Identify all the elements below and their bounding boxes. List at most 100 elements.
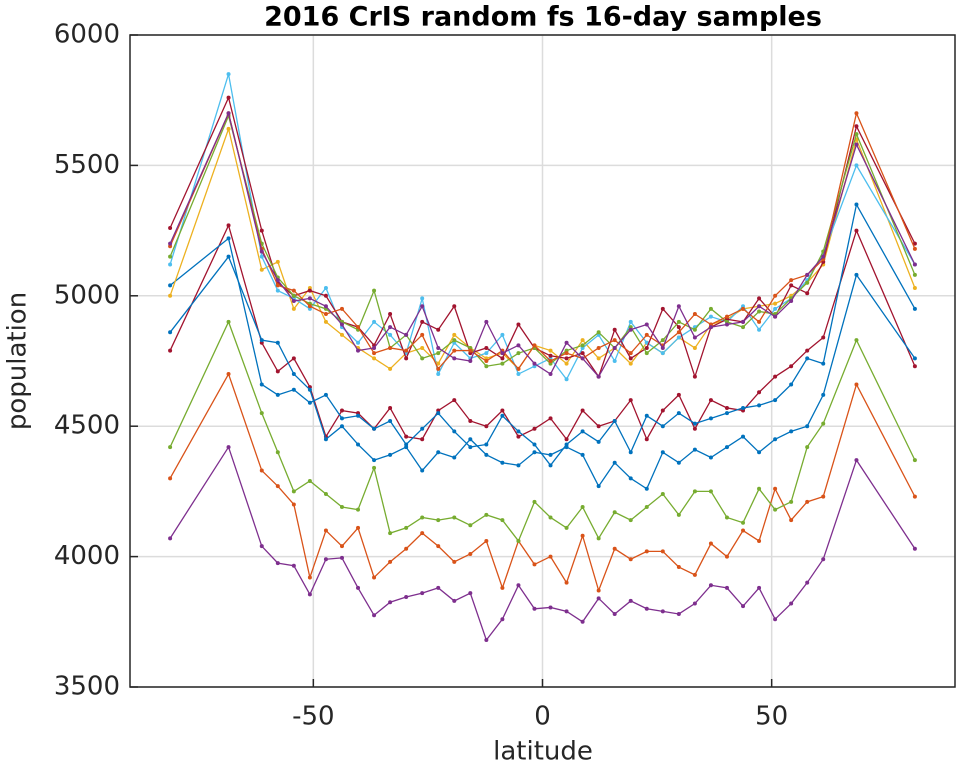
- point: [323, 437, 328, 442]
- point: [676, 565, 681, 570]
- point: [644, 351, 649, 356]
- point: [436, 585, 441, 590]
- point: [596, 374, 601, 379]
- point: [226, 319, 231, 324]
- point: [773, 507, 778, 512]
- point: [307, 592, 312, 597]
- point: [805, 499, 810, 504]
- point: [484, 512, 489, 517]
- point: [912, 458, 917, 463]
- point: [676, 392, 681, 397]
- point: [500, 518, 505, 523]
- point: [741, 405, 746, 410]
- point: [789, 299, 794, 304]
- point: [805, 424, 810, 429]
- chart-title: 2016 CrIS random fs 16-day samples: [264, 2, 822, 33]
- point: [821, 335, 826, 340]
- point: [741, 528, 746, 533]
- point: [168, 241, 173, 246]
- point: [356, 525, 361, 530]
- point: [564, 442, 569, 447]
- point: [741, 434, 746, 439]
- point: [484, 538, 489, 543]
- point: [789, 278, 794, 283]
- point: [596, 596, 601, 601]
- series-line: [169, 320, 916, 543]
- point: [912, 494, 917, 499]
- point: [596, 536, 601, 541]
- point: [275, 259, 280, 264]
- point: [307, 304, 312, 309]
- point: [724, 515, 729, 520]
- point: [692, 489, 697, 494]
- point: [660, 351, 665, 356]
- y-tick-label: 3500: [54, 672, 120, 702]
- point: [388, 531, 393, 536]
- point: [757, 304, 762, 309]
- point: [404, 348, 409, 353]
- point: [564, 351, 569, 356]
- point: [420, 531, 425, 536]
- point: [708, 398, 713, 403]
- point: [757, 450, 762, 455]
- point: [676, 330, 681, 335]
- point: [548, 452, 553, 457]
- point: [404, 442, 409, 447]
- point: [741, 520, 746, 525]
- point: [356, 348, 361, 353]
- point: [168, 262, 173, 267]
- point: [596, 345, 601, 350]
- point: [854, 272, 859, 277]
- point: [628, 518, 633, 523]
- point: [452, 356, 457, 361]
- point: [724, 322, 729, 327]
- point: [912, 364, 917, 369]
- point: [339, 306, 344, 311]
- point: [692, 447, 697, 452]
- point: [580, 452, 585, 457]
- point: [912, 306, 917, 311]
- point: [612, 327, 617, 332]
- point: [676, 411, 681, 416]
- point: [291, 372, 296, 377]
- point: [388, 405, 393, 410]
- point: [564, 580, 569, 585]
- point: [564, 437, 569, 442]
- point: [912, 272, 917, 277]
- point: [854, 202, 859, 207]
- point: [628, 356, 633, 361]
- point: [323, 312, 328, 317]
- point: [644, 486, 649, 491]
- point: [388, 332, 393, 337]
- point: [660, 306, 665, 311]
- point: [660, 492, 665, 497]
- point: [580, 408, 585, 413]
- y-tick-label: 4000: [54, 541, 120, 571]
- point: [168, 536, 173, 541]
- point: [275, 283, 280, 288]
- point: [532, 442, 537, 447]
- point: [757, 538, 762, 543]
- point: [708, 489, 713, 494]
- point: [388, 452, 393, 457]
- point: [500, 332, 505, 337]
- point: [468, 551, 473, 556]
- point: [323, 304, 328, 309]
- point: [757, 309, 762, 314]
- point: [452, 338, 457, 343]
- point: [259, 228, 264, 233]
- point: [644, 340, 649, 345]
- point: [516, 583, 521, 588]
- series-line: [169, 202, 916, 467]
- point: [548, 416, 553, 421]
- y-axis-label: population: [3, 292, 33, 430]
- point: [854, 111, 859, 116]
- point: [372, 426, 377, 431]
- point: [168, 225, 173, 230]
- y-tick-label: 5500: [54, 150, 120, 180]
- point: [323, 557, 328, 562]
- point: [789, 601, 794, 606]
- point: [420, 304, 425, 309]
- point: [339, 424, 344, 429]
- point: [757, 296, 762, 301]
